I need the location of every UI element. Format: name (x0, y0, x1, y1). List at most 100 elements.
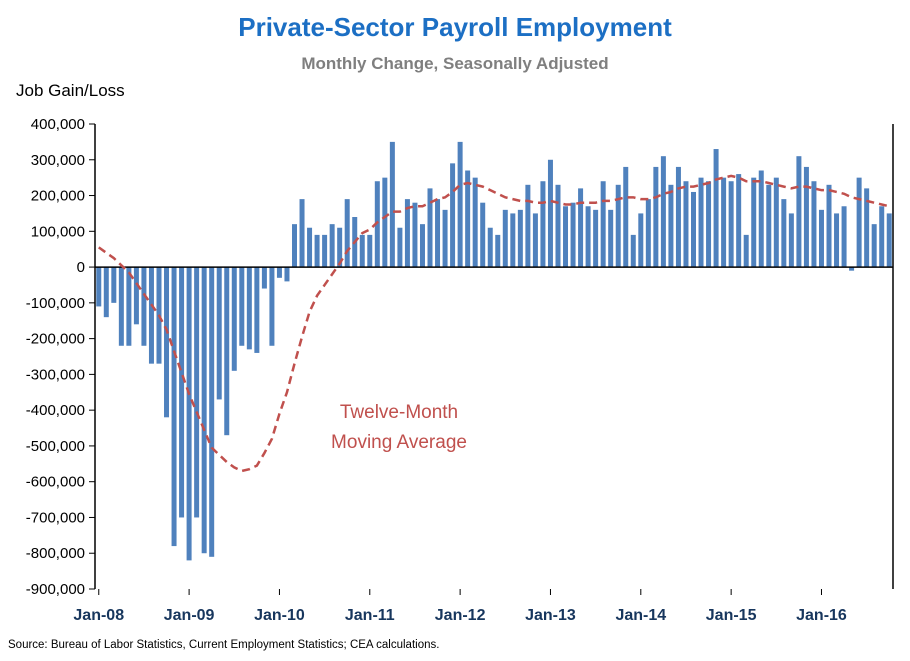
bar (344, 199, 350, 268)
bar (811, 181, 817, 268)
bar (864, 188, 870, 268)
bar (856, 177, 862, 268)
bar (818, 209, 824, 268)
y-tick-label: -200,000 (26, 331, 85, 348)
bar (803, 166, 809, 268)
bar (698, 177, 704, 268)
bar (660, 156, 666, 268)
x-tick-label: Jan-14 (615, 607, 666, 624)
bar (826, 184, 832, 268)
bar (736, 174, 742, 268)
bar (231, 267, 237, 371)
bar (585, 206, 591, 268)
bar (638, 213, 644, 268)
bar (510, 213, 516, 268)
bar (246, 267, 252, 350)
y-tick-label: -400,000 (26, 402, 85, 419)
bar (713, 149, 719, 268)
bar (841, 206, 847, 268)
y-tick-label: -500,000 (26, 438, 85, 455)
bar (457, 141, 463, 268)
bar (337, 227, 343, 268)
bar (849, 267, 855, 271)
bar (487, 227, 493, 268)
bar (834, 213, 840, 268)
bar (879, 206, 885, 268)
bar (389, 141, 395, 268)
bar (495, 234, 501, 268)
bar (141, 267, 147, 346)
bar (194, 267, 200, 518)
bar (412, 202, 418, 268)
bar (435, 199, 441, 268)
x-tick-label: Jan-11 (345, 607, 395, 624)
y-tick-label: 400,000 (31, 116, 85, 133)
bar (292, 224, 297, 268)
bar (118, 267, 124, 346)
bar (427, 188, 433, 268)
bar (653, 166, 659, 268)
bar (254, 267, 260, 353)
bar (450, 163, 456, 268)
bar (532, 213, 538, 268)
bar (148, 267, 154, 364)
bar (570, 202, 576, 268)
bar (721, 177, 727, 268)
bar (608, 209, 614, 268)
bar (442, 209, 448, 268)
y-tick-label: -900,000 (26, 581, 85, 598)
y-tick-label: 100,000 (31, 223, 85, 240)
bar (171, 267, 177, 547)
bar (781, 199, 787, 268)
chart-subtitle: Monthly Change, Seasonally Adjusted (301, 54, 609, 73)
bar (96, 267, 102, 307)
bar (209, 267, 215, 557)
bar (239, 267, 245, 346)
bar (201, 267, 207, 554)
bar (691, 191, 696, 268)
bar (743, 234, 749, 268)
bar (480, 202, 486, 268)
bar (773, 177, 779, 268)
bar (766, 184, 772, 268)
bar (404, 199, 410, 268)
y-axis-title: Job Gain/Loss (16, 81, 125, 100)
bar (563, 206, 569, 268)
y-tick-label: 0 (77, 259, 85, 276)
x-tick-label: Jan-12 (435, 607, 486, 624)
annotation-line-1: Twelve-Month (339, 402, 459, 423)
bar (623, 166, 629, 268)
bar (133, 267, 139, 325)
bar (382, 177, 388, 268)
bar (555, 184, 561, 268)
bar (284, 267, 290, 282)
moving-average-line (98, 174, 890, 473)
x-tick-label: Jan-09 (164, 607, 215, 624)
bar (886, 213, 892, 268)
moving-average-annotation: Twelve-Month Moving Average (331, 398, 467, 458)
bar (645, 199, 651, 268)
x-tick-label: Jan-15 (706, 607, 757, 624)
bar (525, 184, 531, 268)
bar (675, 166, 681, 268)
source-note: Source: Bureau of Labor Statistics, Curr… (8, 639, 440, 651)
bar (314, 234, 320, 268)
y-tick-label: 300,000 (31, 152, 85, 169)
bar (269, 267, 275, 346)
bar (615, 184, 621, 268)
y-tick-label: -100,000 (26, 295, 85, 312)
bar (322, 234, 328, 268)
bar (706, 181, 712, 268)
y-tick-label: 200,000 (31, 188, 85, 205)
bar (397, 227, 403, 268)
bar (419, 224, 425, 268)
bar (103, 267, 109, 318)
bar (668, 184, 674, 268)
bar (540, 181, 546, 268)
bar (788, 213, 794, 268)
bar (374, 181, 380, 268)
bar (751, 177, 757, 268)
bar (871, 224, 877, 268)
